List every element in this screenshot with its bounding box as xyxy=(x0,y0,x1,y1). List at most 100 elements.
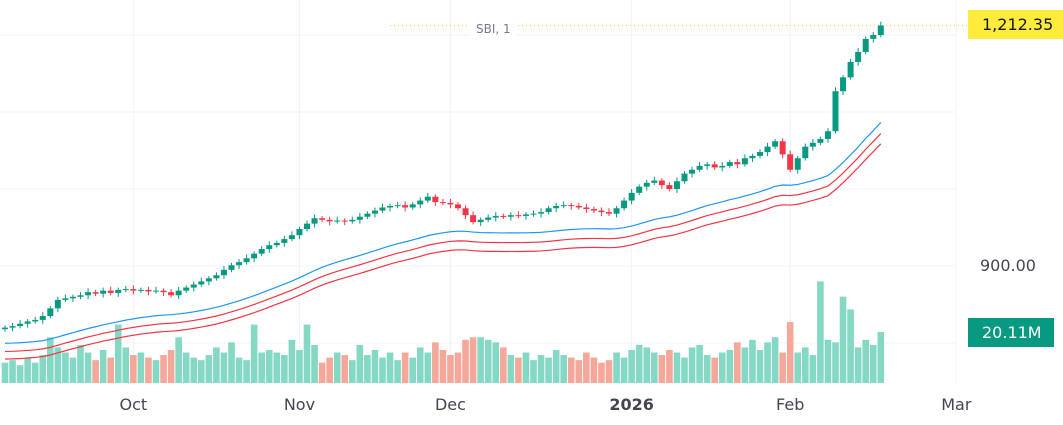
candle-body xyxy=(243,258,250,263)
candle-body xyxy=(779,141,786,155)
candle-body xyxy=(281,239,288,243)
volume-bar xyxy=(198,360,205,383)
candle-body xyxy=(273,242,280,246)
candle-body xyxy=(417,200,424,205)
volume-bar xyxy=(281,355,288,383)
candle-body xyxy=(153,290,159,292)
volume-bar xyxy=(107,357,114,383)
candle-body xyxy=(356,216,363,220)
volume-bar xyxy=(401,352,409,383)
candle-body xyxy=(334,220,341,222)
candle-body xyxy=(168,292,175,296)
candle-body xyxy=(432,196,439,203)
volume-bar xyxy=(802,347,809,383)
volume-bar xyxy=(364,355,371,383)
candle-body xyxy=(673,181,680,189)
volume-bar xyxy=(152,360,160,383)
candle-body xyxy=(711,164,718,168)
candle-body xyxy=(575,205,582,208)
volume-bar xyxy=(318,362,326,383)
volume-bar xyxy=(424,352,432,383)
candle-body xyxy=(394,205,401,207)
candle-body xyxy=(734,162,741,165)
candle-body xyxy=(681,173,688,182)
time-axis-label: Nov xyxy=(283,395,316,414)
volume-bar xyxy=(869,344,877,383)
volume-bar xyxy=(258,352,265,383)
candle-body xyxy=(32,319,39,322)
candle-body xyxy=(794,158,801,170)
candle-body xyxy=(296,229,303,236)
volume-bar xyxy=(613,352,620,383)
volume-bar xyxy=(235,357,243,383)
candle-body xyxy=(130,289,137,291)
volume-bar xyxy=(409,357,416,383)
candle-body xyxy=(696,165,703,170)
candle-body xyxy=(85,292,92,296)
volume-bar xyxy=(137,352,145,383)
candle-body xyxy=(840,77,847,92)
candle-body xyxy=(424,196,431,201)
candle-body xyxy=(583,207,590,210)
volume-bar xyxy=(651,352,658,383)
volume-bar xyxy=(54,347,62,383)
volume-bar xyxy=(809,355,817,383)
candle-body xyxy=(485,217,492,220)
volume-bar xyxy=(122,347,130,383)
candle-body xyxy=(492,215,499,218)
volume-bar xyxy=(696,344,703,383)
volume-bar xyxy=(522,352,530,383)
candle-body xyxy=(304,223,310,230)
candle-body xyxy=(439,202,446,204)
volume-bar xyxy=(620,357,628,383)
candle-body xyxy=(470,215,477,223)
volume-bar xyxy=(160,355,167,383)
volume-bar xyxy=(688,347,696,383)
candle-body xyxy=(515,215,522,217)
volume-bar xyxy=(205,355,213,383)
volume-bar xyxy=(484,339,492,383)
volume-bar xyxy=(832,342,839,383)
candle-body xyxy=(870,35,877,39)
candle-body xyxy=(220,269,227,276)
candle-body xyxy=(817,138,824,143)
price-axis-label: 900.00 xyxy=(980,256,1036,275)
volume-bar xyxy=(99,349,107,383)
moving-average-line-3 xyxy=(4,143,882,360)
volume-bar xyxy=(635,344,643,383)
candle-body xyxy=(213,275,220,279)
volume-bar xyxy=(560,355,567,383)
candle-body xyxy=(251,253,258,259)
candle-body xyxy=(115,289,122,293)
volume-bar xyxy=(824,339,832,383)
candle-body xyxy=(371,210,378,214)
volume-bar xyxy=(130,355,137,383)
candle-body xyxy=(824,131,831,139)
candle-body xyxy=(190,284,197,288)
candle-body xyxy=(613,208,620,214)
candle-body xyxy=(288,235,295,240)
candle-body xyxy=(538,212,545,214)
candle-body xyxy=(809,142,816,147)
candle-body xyxy=(364,213,371,217)
candle-body xyxy=(741,158,748,165)
volume-bar xyxy=(454,352,462,383)
volume-bar xyxy=(39,355,47,383)
candle-body xyxy=(462,208,469,216)
candle-body xyxy=(137,289,144,291)
volume-bar xyxy=(250,324,258,383)
candle-body xyxy=(122,289,129,291)
candle-body xyxy=(832,91,839,132)
volume-bar xyxy=(718,352,726,383)
volume-bar xyxy=(552,349,560,383)
volume-bar xyxy=(726,349,734,383)
volume-bar xyxy=(175,337,182,383)
volume-bar xyxy=(756,349,764,383)
volume-bar xyxy=(666,349,673,383)
candle-body xyxy=(802,146,809,159)
candle-body xyxy=(877,25,884,35)
candle-body xyxy=(92,292,99,294)
volume-bar xyxy=(877,331,885,383)
volume-bar xyxy=(515,357,522,383)
